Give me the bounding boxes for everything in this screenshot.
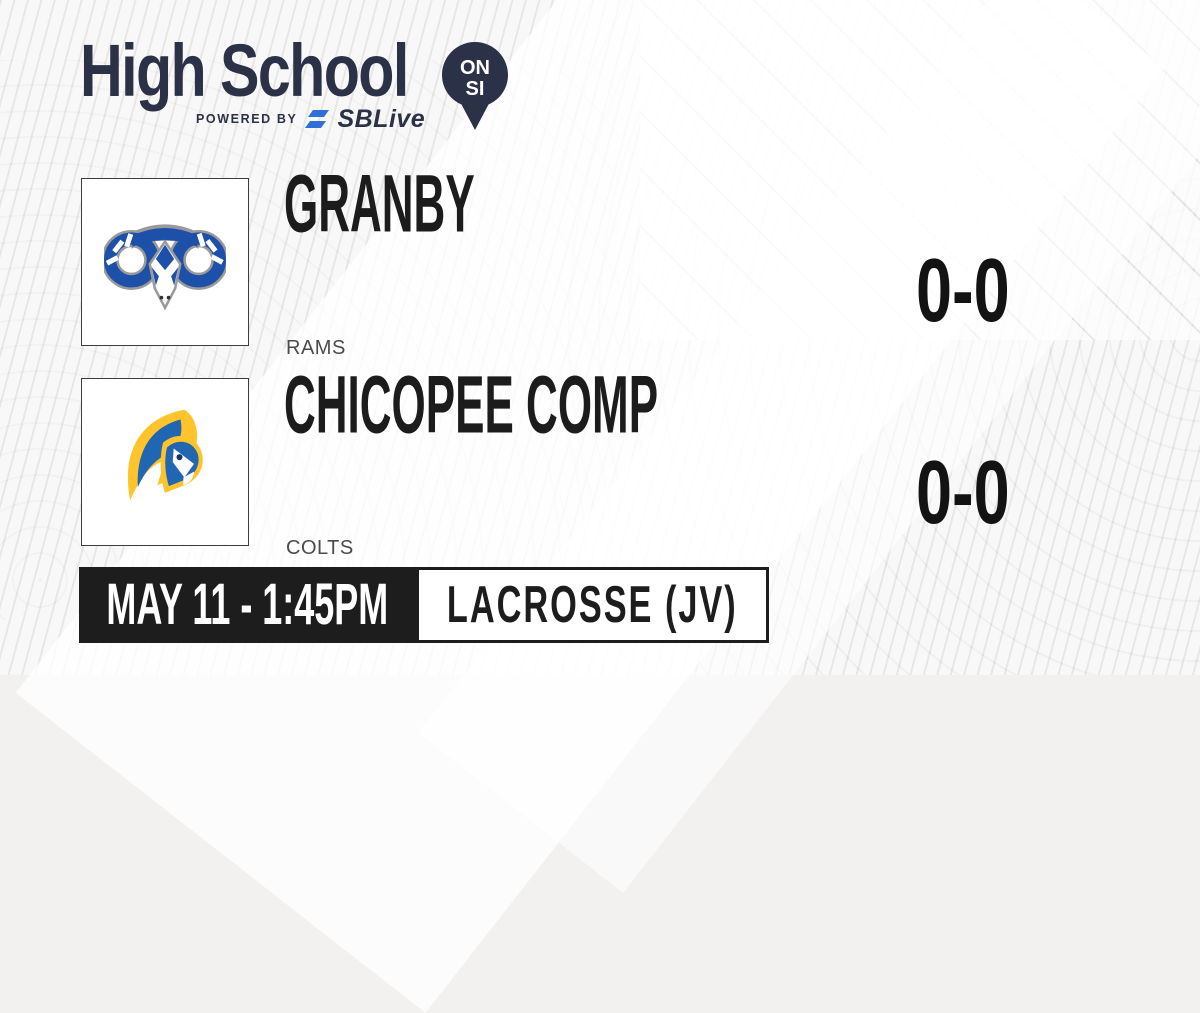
sblive-bolt-icon [305,110,330,128]
event-sport-box: LACROSSE (JV) [416,567,769,643]
sblive-logo-text: SBLive [337,104,426,133]
pin-text-on: ON [460,57,490,79]
team1-logo-box [81,178,249,346]
team2-mascot-label: COLTS [286,537,354,559]
pin-text-si: SI [466,78,485,100]
team1-name: GRANBY [284,157,475,249]
team1-mascot-label: RAMS [286,337,346,359]
chicopee-comp-colts-horse-head-logo [127,409,203,501]
team2-name: CHICOPEE COMP [284,358,659,450]
granby-rams-ram-head-logo [104,224,226,311]
high-school-wordmark: High School [80,29,409,112]
powered-by-label: POWERED BY [196,112,298,126]
on-si-pin-icon: ON SI [442,42,508,130]
event-sport-text: LACROSSE (JV) [447,576,738,634]
event-datetime-text: MAY 11 - 1:45PM [106,572,389,637]
team1-record: 0-0 [916,241,1010,341]
event-datetime-box: MAY 11 - 1:45PM [79,567,416,643]
team2-record: 0-0 [916,443,1010,543]
powered-by-row: POWERED BY SBLive [196,104,426,133]
team2-logo-box [81,378,249,546]
